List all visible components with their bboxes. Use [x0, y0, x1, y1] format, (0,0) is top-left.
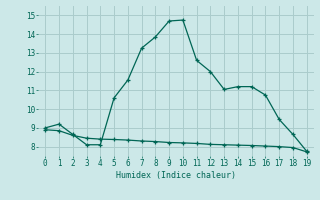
X-axis label: Humidex (Indice chaleur): Humidex (Indice chaleur): [116, 171, 236, 180]
